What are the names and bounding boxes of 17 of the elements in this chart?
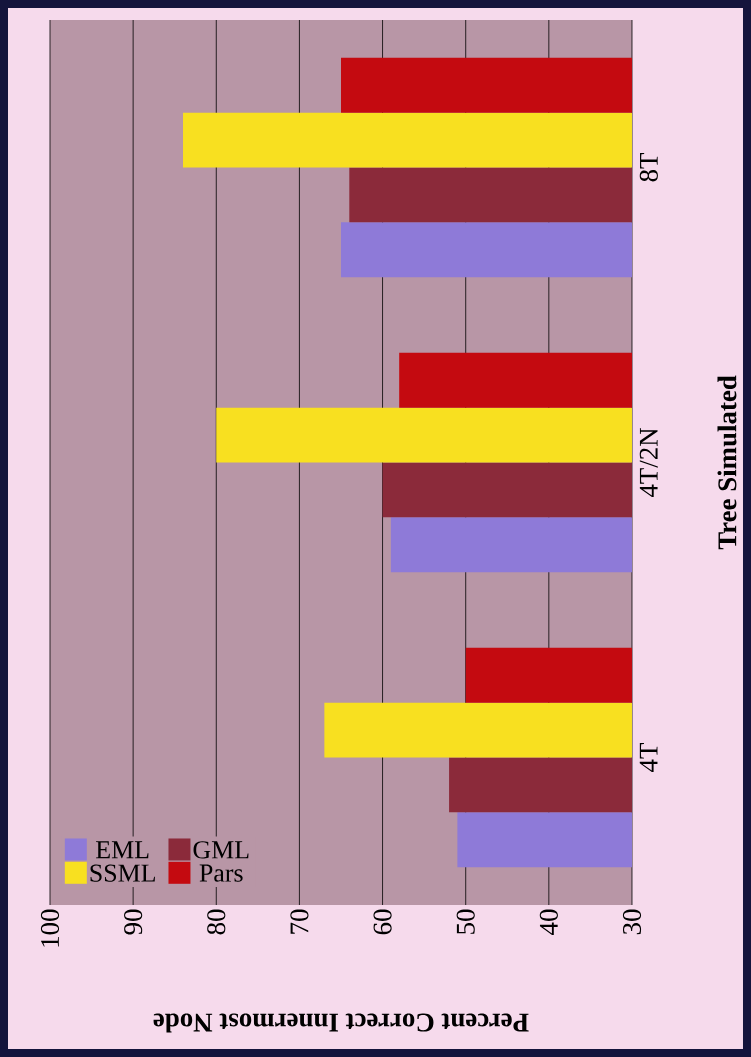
legend-label: Pars xyxy=(199,864,243,882)
y-tick-label: 4T/2N xyxy=(639,427,658,498)
x-tick-label: 100 xyxy=(40,909,60,947)
y-tick-label: 4T xyxy=(639,743,658,772)
x-tick-label: 40 xyxy=(539,909,558,935)
x-tick-label: 80 xyxy=(207,909,226,935)
x-tick-label: 50 xyxy=(456,909,475,934)
x-tick-label: 90 xyxy=(124,909,143,935)
y-tick-label: 8T xyxy=(639,153,658,182)
y-axis-title: Tree Simulated xyxy=(717,375,737,550)
x-axis-title: Percent Correct Innermost Node xyxy=(153,1013,529,1033)
legend-label: GML xyxy=(193,841,249,859)
legend-label: SSML xyxy=(90,864,155,882)
legend-label: EML xyxy=(96,841,149,859)
x-tick-label: 60 xyxy=(373,909,392,935)
x-tick-label: 30 xyxy=(622,909,642,935)
x-tick-label: 70 xyxy=(290,909,309,934)
